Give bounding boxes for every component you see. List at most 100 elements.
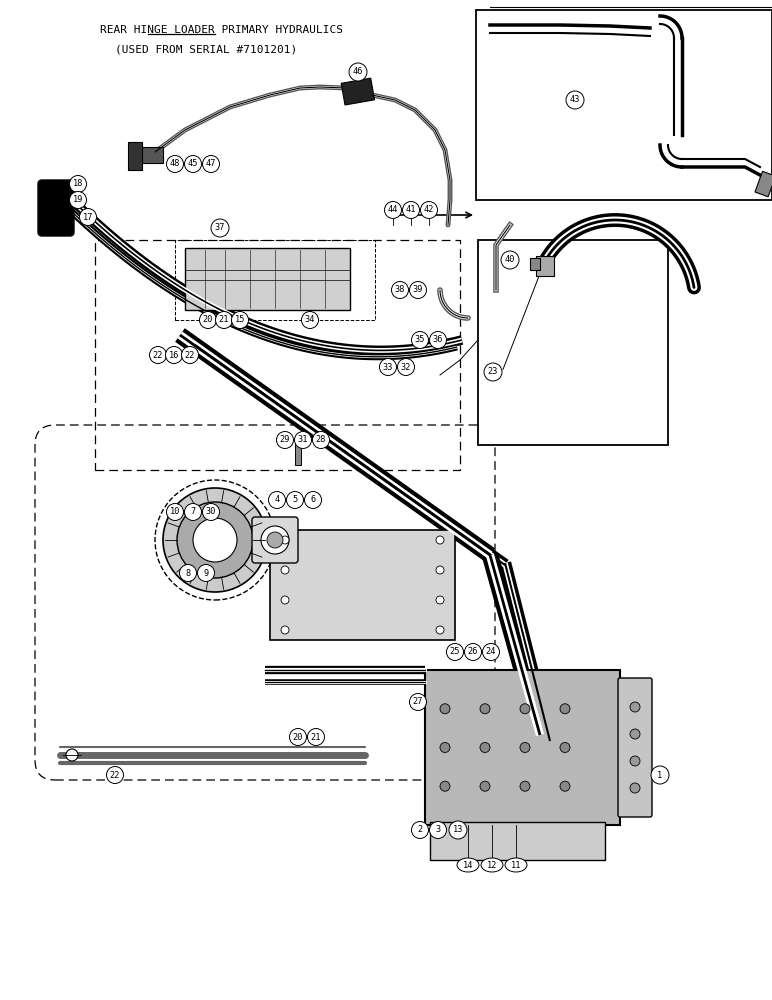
Ellipse shape <box>457 858 479 872</box>
Text: 3: 3 <box>435 826 441 834</box>
Text: 7: 7 <box>191 508 195 516</box>
Circle shape <box>269 491 286 508</box>
Ellipse shape <box>505 858 527 872</box>
Text: 45: 45 <box>188 159 198 168</box>
FancyBboxPatch shape <box>430 822 605 860</box>
Circle shape <box>436 566 444 574</box>
Circle shape <box>501 251 519 269</box>
Text: 42: 42 <box>424 206 434 215</box>
Circle shape <box>281 536 289 544</box>
Text: 44: 44 <box>388 206 398 215</box>
Circle shape <box>480 781 490 791</box>
Circle shape <box>286 491 303 508</box>
Circle shape <box>384 202 401 219</box>
Text: 23: 23 <box>488 367 498 376</box>
Circle shape <box>436 626 444 634</box>
Text: 18: 18 <box>73 180 83 188</box>
Circle shape <box>520 781 530 791</box>
Bar <box>135 147 163 163</box>
Text: 32: 32 <box>401 362 411 371</box>
Text: 12: 12 <box>487 860 497 869</box>
Circle shape <box>185 155 201 172</box>
Circle shape <box>267 532 283 548</box>
Text: 25: 25 <box>450 648 460 656</box>
Circle shape <box>281 626 289 634</box>
Text: 47: 47 <box>206 159 216 168</box>
Circle shape <box>429 822 446 838</box>
Bar <box>476 10 772 200</box>
Circle shape <box>440 704 450 714</box>
Bar <box>530 258 540 270</box>
Text: 17: 17 <box>83 213 93 222</box>
Circle shape <box>290 728 306 746</box>
Text: 13: 13 <box>452 826 463 834</box>
Circle shape <box>215 312 232 328</box>
Text: 15: 15 <box>235 316 245 324</box>
FancyBboxPatch shape <box>425 670 620 825</box>
Circle shape <box>193 518 237 562</box>
Circle shape <box>630 783 640 793</box>
Circle shape <box>398 359 415 375</box>
Bar <box>755 171 772 197</box>
Text: 20: 20 <box>203 316 213 324</box>
FancyBboxPatch shape <box>185 248 350 310</box>
Circle shape <box>261 526 289 554</box>
Text: 5: 5 <box>293 495 298 504</box>
Circle shape <box>566 91 584 109</box>
Circle shape <box>520 704 530 714</box>
Text: 22: 22 <box>153 351 163 360</box>
Circle shape <box>484 363 502 381</box>
Circle shape <box>560 781 570 791</box>
Circle shape <box>630 729 640 739</box>
FancyBboxPatch shape <box>38 180 74 236</box>
Text: 38: 38 <box>394 286 405 294</box>
Text: 41: 41 <box>406 206 416 215</box>
Text: 9: 9 <box>203 568 208 578</box>
Circle shape <box>411 822 428 838</box>
Text: 36: 36 <box>433 336 443 344</box>
Text: 1: 1 <box>658 770 662 780</box>
Circle shape <box>150 347 167 363</box>
Text: 21: 21 <box>311 732 321 742</box>
Circle shape <box>202 155 219 172</box>
Text: 10: 10 <box>170 508 180 516</box>
Bar <box>536 256 554 276</box>
Text: 31: 31 <box>298 436 308 444</box>
Circle shape <box>294 432 311 448</box>
Text: 24: 24 <box>486 648 496 656</box>
FancyBboxPatch shape <box>618 678 652 817</box>
Circle shape <box>302 312 319 328</box>
Circle shape <box>313 432 330 448</box>
Text: 8: 8 <box>185 568 191 578</box>
Circle shape <box>185 504 201 520</box>
Text: 19: 19 <box>73 196 83 205</box>
Circle shape <box>177 502 253 578</box>
Text: 39: 39 <box>413 286 423 294</box>
Circle shape <box>66 749 78 761</box>
Circle shape <box>211 219 229 237</box>
Text: 35: 35 <box>415 336 425 344</box>
Text: 33: 33 <box>383 362 393 371</box>
Circle shape <box>202 504 219 520</box>
Circle shape <box>232 312 249 328</box>
Circle shape <box>480 742 490 752</box>
Circle shape <box>409 694 426 710</box>
Text: (USED FROM SERIAL #7101201): (USED FROM SERIAL #7101201) <box>115 45 297 55</box>
Circle shape <box>446 644 463 660</box>
Text: 22: 22 <box>185 351 195 360</box>
Circle shape <box>630 756 640 766</box>
Circle shape <box>198 564 215 582</box>
Text: 28: 28 <box>316 436 327 444</box>
Circle shape <box>167 504 184 520</box>
Bar <box>341 78 374 105</box>
Circle shape <box>199 312 216 328</box>
Circle shape <box>107 766 124 784</box>
Text: 30: 30 <box>206 508 216 516</box>
Circle shape <box>560 742 570 752</box>
Circle shape <box>304 491 321 508</box>
Text: 46: 46 <box>353 68 364 77</box>
Circle shape <box>307 728 324 746</box>
Bar <box>128 142 142 170</box>
Circle shape <box>402 202 419 219</box>
Circle shape <box>349 63 367 81</box>
